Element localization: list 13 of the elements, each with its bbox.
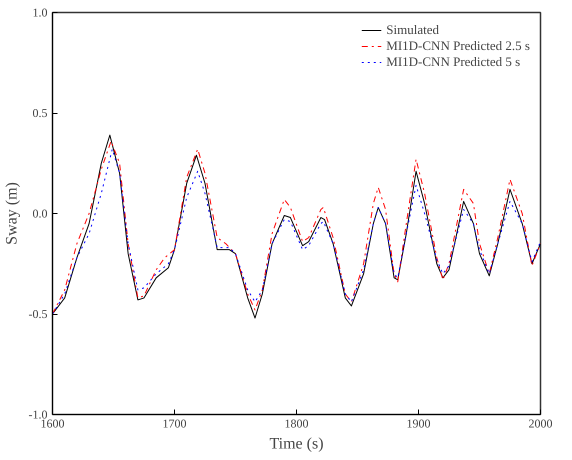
y-tick-label: 1.0 <box>32 6 48 20</box>
legend-label: Simulated <box>386 22 439 38</box>
y-tick-label: 0.0 <box>32 206 48 220</box>
x-tick-label: 1700 <box>162 416 186 430</box>
x-axis-title: Time (s) <box>269 436 324 452</box>
legend-label: MI1D-CNN Predicted 5 s <box>386 54 520 70</box>
x-tick-label: 2000 <box>528 416 552 430</box>
y-tick-label: -0.5 <box>28 307 48 321</box>
legend-label: MI1D-CNN Predicted 2.5 s <box>386 38 530 54</box>
y-tick-label: 0.5 <box>32 106 48 120</box>
y-axis-title: Sway (m) <box>4 182 21 245</box>
x-tick-label: 1900 <box>406 416 430 430</box>
x-tick-label: 1800 <box>284 416 308 430</box>
